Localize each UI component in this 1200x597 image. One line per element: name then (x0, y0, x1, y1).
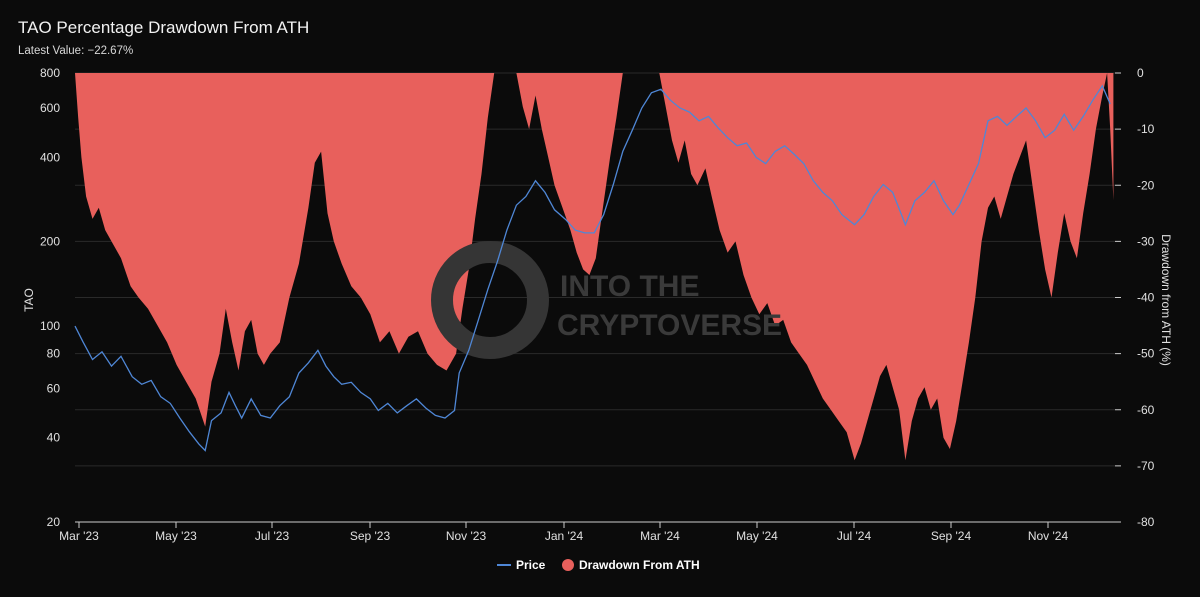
watermark-line-2: CRYPTOVERSE (557, 309, 782, 342)
left-tick-label: 600 (40, 101, 60, 115)
x-tick-label: Mar '23 (59, 529, 99, 543)
chart-subtitle: Latest Value: −22.67% (18, 45, 134, 57)
right-tick-label: -20 (1137, 178, 1155, 192)
x-axis-ticks: Mar '23 May '23 Jul '23 Sep '23 Nov '23 Jan '… (59, 521, 1115, 543)
left-tick-label: 100 (40, 319, 60, 333)
legend-price-label: Price (516, 558, 546, 572)
x-tick-label: Nov '23 (446, 529, 487, 543)
right-tick-label: -60 (1137, 403, 1155, 417)
right-tick-label: -80 (1137, 515, 1155, 529)
watermark-logo-icon (431, 241, 549, 359)
right-tick-label: -50 (1137, 347, 1155, 361)
right-axis-title: Drawdown from ATH (%) (1159, 234, 1173, 366)
chart-title: TAO Percentage Drawdown From ATH (18, 18, 310, 37)
price-line (74, 84, 1111, 452)
x-tick-label: Jul '24 (837, 529, 872, 543)
right-tick-label: -70 (1137, 459, 1155, 473)
legend-item-price[interactable]: Price (497, 558, 546, 572)
x-tick-label: May '24 (736, 529, 778, 543)
left-tick-label: 400 (40, 150, 60, 164)
left-axis-ticks: 20 40 60 80 100 200 400 600 800 (40, 66, 60, 529)
drawdown-area (75, 73, 1114, 461)
x-tick-label: Nov '24 (1028, 529, 1069, 543)
right-tick-label: 0 (1137, 66, 1144, 80)
left-tick-label: 800 (40, 66, 60, 80)
x-tick-label: Jan '24 (545, 529, 584, 543)
x-tick-label: Jul '23 (255, 529, 290, 543)
right-axis-ticks: 0 -10 -20 -30 -40 -50 -60 -70 -80 (1115, 66, 1155, 529)
legend-drawdown-label: Drawdown From ATH (579, 558, 700, 572)
x-tick-label: Sep '23 (350, 529, 391, 543)
left-tick-label: 20 (47, 515, 61, 529)
right-tick-label: -40 (1137, 291, 1155, 305)
left-axis-title: TAO (22, 288, 36, 312)
left-tick-label: 200 (40, 235, 60, 249)
left-tick-label: 60 (47, 381, 61, 395)
watermark-line-1: INTO THE (560, 270, 699, 303)
legend: Price Drawdown From ATH (497, 558, 700, 572)
legend-item-drawdown[interactable]: Drawdown From ATH (562, 558, 700, 572)
right-tick-label: -30 (1137, 234, 1155, 248)
right-tick-label: -10 (1137, 122, 1155, 136)
x-tick-label: Mar '24 (640, 529, 680, 543)
x-tick-label: May '23 (155, 529, 197, 543)
legend-drawdown-swatch (562, 559, 574, 571)
x-tick-label: Sep '24 (931, 529, 972, 543)
left-tick-label: 40 (47, 431, 61, 445)
watermark: INTO THE CRYPTOVERSE (431, 241, 782, 359)
left-tick-label: 80 (47, 346, 61, 360)
